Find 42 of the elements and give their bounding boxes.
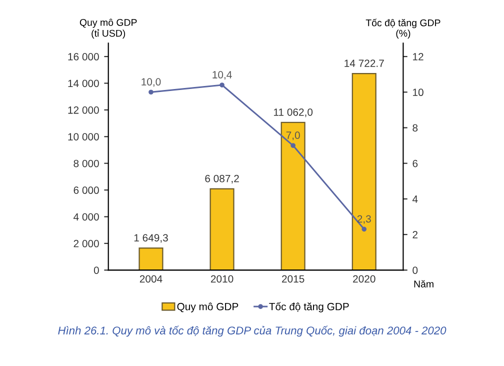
y2-tick-label: 0	[412, 266, 418, 274]
y-tick-label: 6 000	[74, 186, 99, 194]
legend-label: Tốc độ tăng GDP	[269, 302, 349, 312]
data-label: 6 087,2	[205, 174, 239, 184]
y-tick-label: 2 000	[74, 240, 99, 248]
y2-tick-label: 2	[412, 231, 418, 238]
data-label: 14 722.7	[344, 60, 384, 67]
data-label: 11 062,0	[274, 108, 313, 118]
text: Hình 26.1. Quy mô và tốc độ tăng GDP của Trung Quốc, giai đoạn 2004 - 2020	[58, 326, 446, 337]
data-label: 1 649,3	[134, 234, 168, 243]
data-label: 7,0	[286, 132, 300, 140]
data-label: 10,0	[142, 78, 161, 87]
y2-tick-label: 10	[413, 88, 424, 96]
y2-tick-label: 6	[412, 160, 418, 168]
bar	[352, 73, 376, 270]
bar	[138, 248, 164, 270]
x-tick-label: 2020	[353, 275, 376, 283]
x-axis-title: Năm	[414, 280, 434, 288]
y-tick-label: 16 000	[68, 53, 99, 60]
point	[362, 226, 367, 232]
bar	[210, 188, 234, 270]
y-tick-label: 10 000	[68, 133, 99, 141]
y-tick-label: 8 000	[74, 160, 99, 168]
y-tick-label: 0	[94, 266, 99, 274]
data-label: 10,4	[212, 71, 232, 80]
y2-tick-label: 8	[412, 124, 418, 132]
y-tick-label: 4 000	[74, 213, 99, 221]
legend-label: Quy mô GDP	[177, 302, 238, 312]
point	[148, 90, 154, 95]
x-tick-label: 2010	[210, 275, 234, 283]
y2-axis-title: Tốc độ tăng GDP (%)	[366, 18, 440, 39]
bar	[280, 122, 306, 270]
y-tick-label: 14 000	[68, 80, 99, 88]
y-axis-title: Quy mô GDP (tỉ USD)	[80, 18, 137, 39]
point	[290, 143, 296, 148]
y2-tick-label: 4	[412, 196, 418, 203]
y2-tick-label: 12	[413, 53, 424, 60]
x-tick-label: 2004	[140, 275, 162, 283]
point	[220, 82, 224, 88]
data-label: 2,3	[357, 215, 371, 224]
x-tick-label: 2015	[282, 275, 304, 283]
y-tick-label: 12 000	[68, 106, 99, 114]
